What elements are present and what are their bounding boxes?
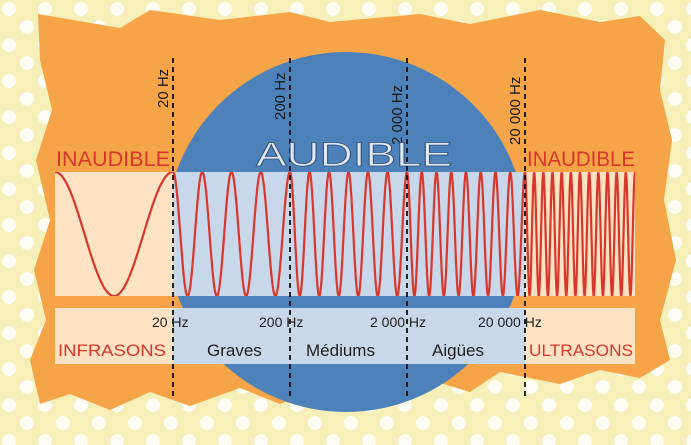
bottom-hz-20000: 20 000 Hz: [478, 314, 542, 330]
marker-200hz: 200 Hz: [272, 72, 289, 120]
marker-2000hz: 2 000 Hz: [389, 85, 406, 145]
bottom-hz-20: 20 Hz: [152, 314, 189, 330]
bottom-strip-audible: [173, 308, 525, 364]
inaudible-left-label: INAUDIBLE: [56, 148, 170, 171]
marker-20hz: 20 Hz: [155, 69, 172, 108]
bottom-hz-2000: 2 000 Hz: [370, 314, 426, 330]
inaudible-right-label: INAUDIBLE: [527, 148, 635, 171]
band-infrasons: INFRASONS: [58, 341, 166, 360]
bottom-hz-200: 200 Hz: [259, 314, 303, 330]
strip-ultra: [525, 172, 635, 296]
strip-audible: [173, 172, 525, 296]
marker-20000hz: 20 000 Hz: [507, 77, 524, 145]
audible-title: AUDIBLE: [256, 136, 452, 174]
strip-infra: [55, 172, 173, 296]
bottom-strip-ultra: [525, 308, 635, 364]
bottom-strip-infra: [55, 308, 173, 364]
band-aigues: Aigües: [432, 341, 484, 360]
band-ultrasons: ULTRASONS: [529, 341, 633, 360]
band-mediums: Médiums: [306, 341, 375, 360]
sound-wave: [55, 172, 635, 296]
band-graves: Graves: [207, 341, 262, 360]
